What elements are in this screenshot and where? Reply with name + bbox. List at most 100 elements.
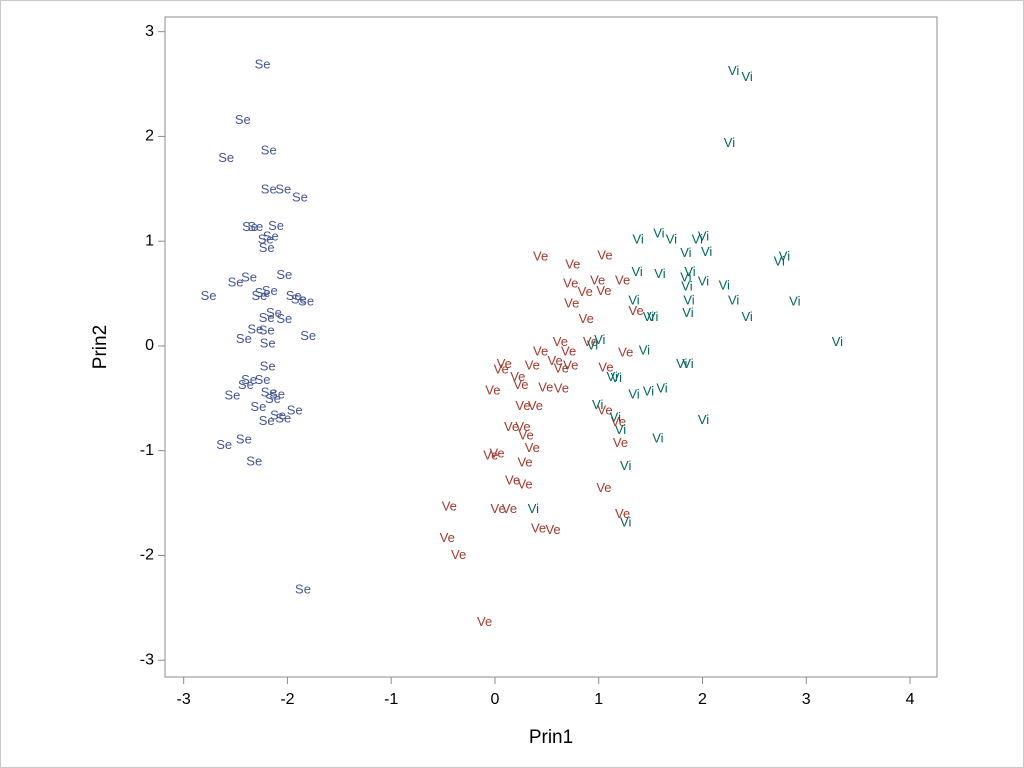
point-label: Se [265, 391, 281, 406]
y-tick-label: 0 [145, 337, 154, 354]
point-label: Ve [440, 530, 455, 545]
point-label: Vi [728, 63, 739, 78]
point-label: Vi [620, 514, 631, 529]
point-label: Se [291, 291, 307, 306]
point-label: Ve [515, 398, 530, 413]
point-label: Ve [563, 357, 578, 372]
y-axis-label: Prin2 [90, 325, 111, 369]
y-tick-label: -2 [140, 547, 154, 564]
point-label: Se [292, 190, 308, 205]
point-label: Vi [701, 244, 712, 259]
point-label: Vi [681, 279, 692, 294]
point-label: Se [224, 388, 240, 403]
point-label: Se [218, 150, 234, 165]
point-label: Se [241, 269, 257, 284]
point-label: Ve [517, 455, 532, 470]
point-label: Se [298, 293, 314, 308]
point-label: Ve [553, 334, 568, 349]
point-label: Ve [579, 311, 594, 326]
point-label: Vi [682, 356, 693, 371]
point-label: Vi [680, 269, 691, 284]
point-label: Se [255, 372, 271, 387]
x-tick-label: 3 [802, 691, 811, 708]
point-label: Ve [611, 414, 626, 429]
point-label: Vi [620, 458, 631, 473]
x-tick-label: -3 [177, 691, 191, 708]
point-label: Vi [680, 245, 691, 260]
point-label: Ve [485, 382, 500, 397]
point-label: Vi [607, 369, 618, 384]
point-label: Se [275, 411, 291, 426]
point-label: Vi [832, 334, 843, 349]
point-label: Ve [618, 345, 633, 360]
point-label: Ve [564, 295, 579, 310]
point-label: Ve [615, 272, 630, 287]
point-label: Se [255, 57, 271, 72]
point-label: Vi [628, 292, 639, 307]
point-label: Ve [477, 614, 492, 629]
point-label: Se [275, 181, 291, 196]
point-label: Se [259, 240, 275, 255]
point-label: Ve [483, 447, 498, 462]
point-label: Ve [533, 248, 548, 263]
point-label: Vi [683, 292, 694, 307]
point-label: Se [247, 322, 263, 337]
point-label: Ve [563, 276, 578, 291]
x-tick-label: 1 [594, 691, 603, 708]
plot-frame [164, 16, 938, 678]
point-label: Se [259, 310, 275, 325]
point-label: Ve [598, 359, 613, 374]
point-label: Se [261, 143, 277, 158]
point-label: Vi [676, 356, 687, 371]
point-label: Se [268, 218, 284, 233]
x-tick-label: 0 [491, 691, 500, 708]
y-tick-label: -3 [140, 651, 154, 668]
point-label: Ve [494, 361, 509, 376]
point-label: Ve [545, 522, 560, 537]
x-tick-label: -2 [280, 691, 294, 708]
point-label: Vi [684, 264, 695, 279]
y-tick-label: 3 [145, 23, 154, 40]
point-label: Vi [643, 383, 654, 398]
point-label: Ve [597, 402, 612, 417]
point-label: Ve [513, 377, 528, 392]
point-label: Se [251, 288, 267, 303]
point-label: Se [269, 387, 285, 402]
point-label: Se [262, 283, 278, 298]
point-label: Se [261, 385, 277, 400]
point-label: Se [276, 311, 292, 326]
point-label: Vi [719, 278, 730, 293]
point-label: Vi [594, 332, 605, 347]
point-label: Ve [561, 344, 576, 359]
point-label: Ve [510, 369, 525, 384]
point-label: Ve [533, 344, 548, 359]
point-label: Se [242, 219, 258, 234]
point-label: Vi [698, 412, 709, 427]
x-axis-label: Prin1 [529, 727, 573, 748]
point-label: Vi [632, 232, 643, 247]
point-label: Ve [554, 380, 569, 395]
point-label: Se [246, 454, 262, 469]
x-tick-label: 2 [698, 691, 707, 708]
point-label: Ve [615, 506, 630, 521]
point-label: Ve [525, 357, 540, 372]
point-label: Vi [654, 266, 665, 281]
point-label: Vi [587, 337, 598, 352]
point-label: Se [228, 275, 244, 290]
point-label: Se [247, 219, 263, 234]
point-label: Ve [548, 353, 563, 368]
point-label: Se [287, 402, 303, 417]
point-label: Se [295, 581, 311, 596]
point-label: Ve [538, 379, 553, 394]
point-label: Ve [517, 477, 532, 492]
x-tick-label: -1 [384, 691, 398, 708]
point-label: Vi [698, 228, 709, 243]
point-label: Se [259, 413, 275, 428]
point-label: Ve [597, 247, 612, 262]
point-label: Se [201, 288, 217, 303]
point-label: Vi [774, 254, 785, 269]
point-label: Ve [590, 272, 605, 287]
